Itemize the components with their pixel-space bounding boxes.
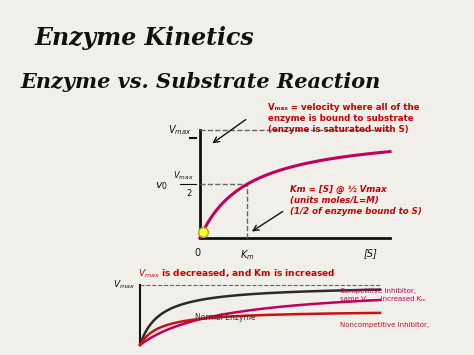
Text: $V_{max}$: $V_{max}$ <box>168 123 192 137</box>
Text: 0: 0 <box>194 248 200 258</box>
Text: $V_{max}$: $V_{max}$ <box>113 279 135 291</box>
Text: Enzyme vs. Substrate Reaction: Enzyme vs. Substrate Reaction <box>20 72 380 92</box>
Text: (units moles/L=M): (units moles/L=M) <box>290 196 379 205</box>
Text: Vₘₐₓ = velocity where all of the: Vₘₐₓ = velocity where all of the <box>268 103 419 112</box>
Text: Noncompetitive Inhibitor,: Noncompetitive Inhibitor, <box>340 322 429 328</box>
Text: [S]: [S] <box>363 248 377 258</box>
Text: Km = [S] @ ½ Vmax: Km = [S] @ ½ Vmax <box>290 185 387 194</box>
Text: Competitive Inhibitor,: Competitive Inhibitor, <box>340 288 416 294</box>
Text: (1/2 of enzyme bound to S): (1/2 of enzyme bound to S) <box>290 207 422 216</box>
Text: Enzyme Kinetics: Enzyme Kinetics <box>35 26 255 50</box>
Text: $v_0$: $v_0$ <box>155 180 168 192</box>
Text: $K_m$: $K_m$ <box>240 248 255 262</box>
Text: Normal Enzyme: Normal Enzyme <box>195 313 255 322</box>
Text: enzyme is bound to substrate: enzyme is bound to substrate <box>268 114 414 123</box>
Text: $V_{max}$: $V_{max}$ <box>173 169 194 182</box>
Text: $2$: $2$ <box>185 187 192 198</box>
Text: $V_{max}$ is decreased, and Km is increased: $V_{max}$ is decreased, and Km is increa… <box>138 268 336 280</box>
Text: (enzyme is saturated with S): (enzyme is saturated with S) <box>268 125 409 134</box>
Text: same Vₘₐₓ, increased Kₘ: same Vₘₐₓ, increased Kₘ <box>340 296 426 302</box>
